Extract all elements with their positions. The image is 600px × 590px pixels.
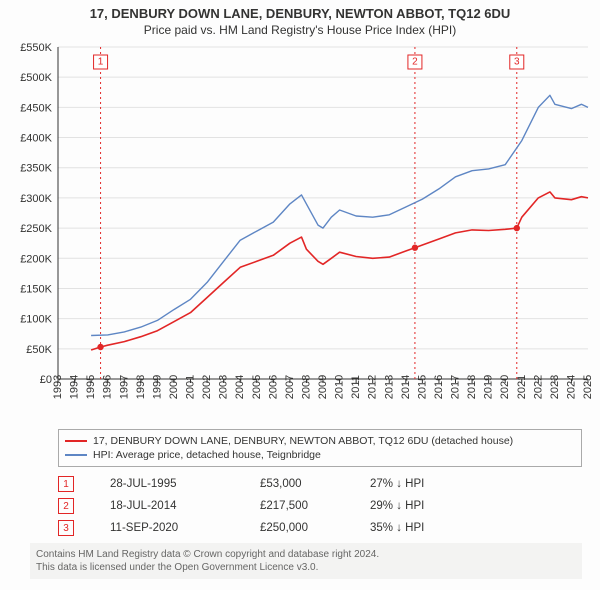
svg-text:£150K: £150K (20, 283, 52, 295)
svg-text:£250K: £250K (20, 223, 52, 235)
svg-text:1997: 1997 (118, 375, 130, 399)
legend-item: 17, DENBURY DOWN LANE, DENBURY, NEWTON A… (65, 434, 575, 448)
svg-text:2001: 2001 (185, 375, 197, 399)
svg-text:2011: 2011 (350, 375, 362, 399)
event-price: £250,000 (260, 522, 370, 534)
svg-text:2008: 2008 (300, 375, 312, 399)
svg-text:£0: £0 (40, 374, 52, 386)
event-date: 28-JUL-1995 (110, 478, 260, 490)
svg-text:2014: 2014 (400, 375, 412, 399)
page-title: 17, DENBURY DOWN LANE, DENBURY, NEWTON A… (0, 0, 600, 21)
svg-text:2006: 2006 (267, 375, 279, 399)
svg-text:£200K: £200K (20, 253, 52, 265)
svg-text:2023: 2023 (549, 375, 561, 399)
svg-text:2012: 2012 (367, 375, 379, 399)
price-chart: £0 £50K £100K £150K £200K £250K £300K £350K £400… (0, 41, 600, 425)
svg-text:£400K: £400K (20, 133, 52, 145)
svg-text:2: 2 (412, 57, 418, 68)
svg-text:2002: 2002 (201, 375, 213, 399)
svg-text:1994: 1994 (69, 375, 81, 399)
svg-text:1995: 1995 (85, 375, 97, 399)
event-row: 2 18-JUL-2014£217,50029% ↓ HPI (58, 495, 582, 517)
event-row: 1 28-JUL-1995£53,00027% ↓ HPI (58, 473, 582, 495)
event-delta: 35% ↓ HPI (370, 522, 470, 534)
svg-text:2009: 2009 (317, 375, 329, 399)
legend-label: HPI: Average price, detached house, Teig… (93, 448, 321, 462)
svg-text:2015: 2015 (416, 375, 428, 399)
event-price: £217,500 (260, 500, 370, 512)
event-marker: 2 (58, 498, 74, 514)
svg-text:2021: 2021 (516, 375, 528, 399)
svg-text:2000: 2000 (168, 375, 180, 399)
svg-text:2007: 2007 (284, 375, 296, 399)
svg-text:2005: 2005 (251, 375, 263, 399)
svg-text:2024: 2024 (565, 375, 577, 399)
svg-text:1996: 1996 (102, 375, 114, 399)
event-marker: 1 (58, 476, 74, 492)
legend: 17, DENBURY DOWN LANE, DENBURY, NEWTON A… (58, 429, 582, 467)
svg-text:£550K: £550K (20, 42, 52, 54)
svg-text:1: 1 (98, 57, 104, 68)
svg-text:2018: 2018 (466, 375, 478, 399)
svg-text:2025: 2025 (582, 375, 594, 399)
event-price: £53,000 (260, 478, 370, 490)
svg-text:2020: 2020 (499, 375, 511, 399)
footer-line2: This data is licensed under the Open Gov… (36, 561, 576, 574)
legend-label: 17, DENBURY DOWN LANE, DENBURY, NEWTON A… (93, 434, 513, 448)
svg-text:3: 3 (514, 57, 520, 68)
footer-line1: Contains HM Land Registry data © Crown c… (36, 548, 576, 561)
legend-swatch (65, 440, 87, 442)
svg-text:£450K: £450K (20, 102, 52, 114)
event-date: 11-SEP-2020 (110, 522, 260, 534)
svg-text:2010: 2010 (334, 375, 346, 399)
svg-text:£500K: £500K (20, 72, 52, 84)
legend-swatch (65, 454, 87, 456)
event-delta: 29% ↓ HPI (370, 500, 470, 512)
svg-text:1998: 1998 (135, 375, 147, 399)
svg-text:£300K: £300K (20, 193, 52, 205)
svg-text:2017: 2017 (450, 375, 462, 399)
svg-text:1999: 1999 (151, 375, 163, 399)
legend-item: HPI: Average price, detached house, Teig… (65, 448, 575, 462)
event-row: 3 11-SEP-2020£250,00035% ↓ HPI (58, 517, 582, 539)
svg-text:2004: 2004 (234, 375, 246, 399)
event-marker: 3 (58, 520, 74, 536)
event-table: 1 28-JUL-1995£53,00027% ↓ HPI 2 18-JUL-2014… (58, 473, 582, 539)
attribution-footer: Contains HM Land Registry data © Crown c… (30, 543, 582, 579)
svg-text:2013: 2013 (383, 375, 395, 399)
svg-text:£50K: £50K (26, 344, 52, 356)
page-subtitle: Price paid vs. HM Land Registry's House … (0, 21, 600, 41)
svg-text:1993: 1993 (52, 375, 64, 399)
svg-text:£350K: £350K (20, 163, 52, 175)
svg-text:2016: 2016 (433, 375, 445, 399)
svg-text:£100K: £100K (20, 314, 52, 326)
svg-text:2003: 2003 (218, 375, 230, 399)
svg-text:2019: 2019 (483, 375, 495, 399)
event-delta: 27% ↓ HPI (370, 478, 470, 490)
svg-text:2022: 2022 (532, 375, 544, 399)
event-date: 18-JUL-2014 (110, 500, 260, 512)
